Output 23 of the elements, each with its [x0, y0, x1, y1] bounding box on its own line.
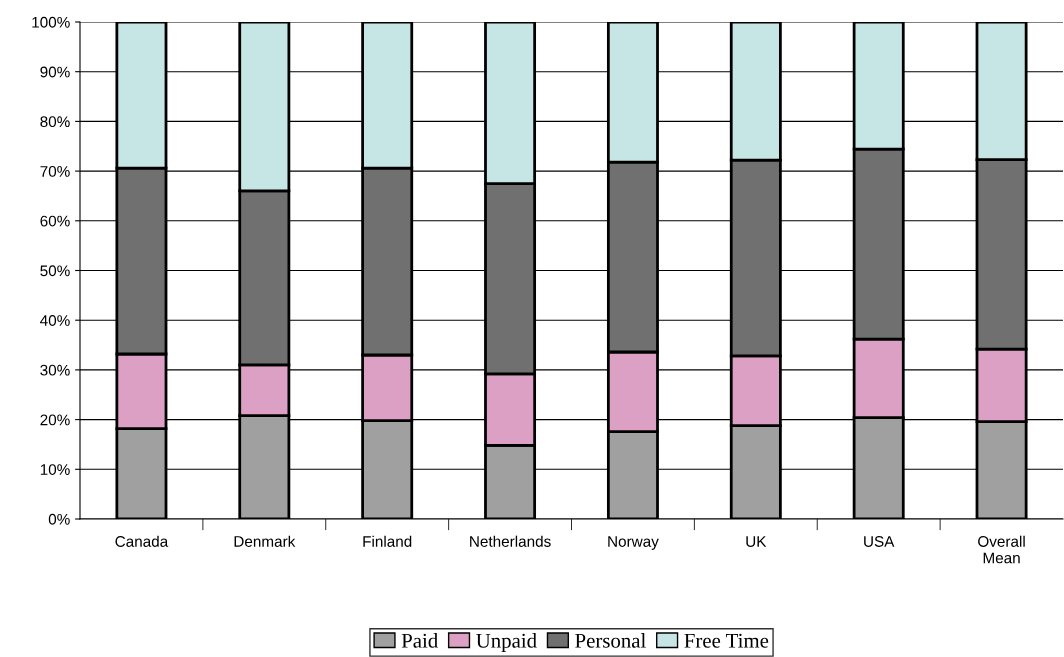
y-tick-label: 40% — [40, 315, 70, 326]
x-tick-label: USA — [864, 536, 895, 547]
legend-label: Paid — [401, 633, 438, 648]
x-tick-label: Norway — [608, 536, 659, 550]
x-tick-label: Overall Mean — [978, 535, 1025, 564]
x-tick-label: Netherlands — [470, 535, 551, 547]
y-tick-label: 30% — [40, 364, 70, 376]
y-tick-label: 100% — [32, 16, 70, 28]
legend-label: Unpaid — [476, 633, 537, 652]
y-tick-label: 0% — [48, 513, 70, 525]
y-tick-label: 20% — [40, 414, 70, 426]
x-tick-label: Denmark — [234, 535, 296, 547]
legend-label: Free Time — [684, 633, 769, 648]
y-tick-label: 60% — [40, 215, 70, 227]
x-tick-label: UK — [746, 536, 767, 547]
y-tick-label: 50% — [40, 265, 70, 277]
x-tick-label: Finland — [363, 535, 412, 547]
x-tick-label: Canada — [115, 535, 169, 547]
y-tick-label: 70% — [40, 165, 70, 177]
y-tick-label: 10% — [40, 464, 70, 475]
y-tick-label: 80% — [40, 116, 70, 128]
legend-label: Personal — [575, 633, 646, 648]
y-tick-label: 90% — [40, 66, 70, 78]
